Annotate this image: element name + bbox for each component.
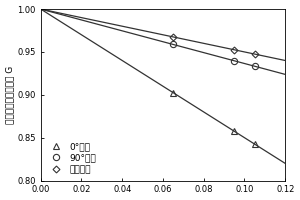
Legend: 0°方向, 90°方向, 剪切方向: 0°方向, 90°方向, 剪切方向	[45, 140, 98, 176]
Y-axis label: 归一化应变能释放率 G: 归一化应变能释放率 G	[6, 66, 15, 124]
